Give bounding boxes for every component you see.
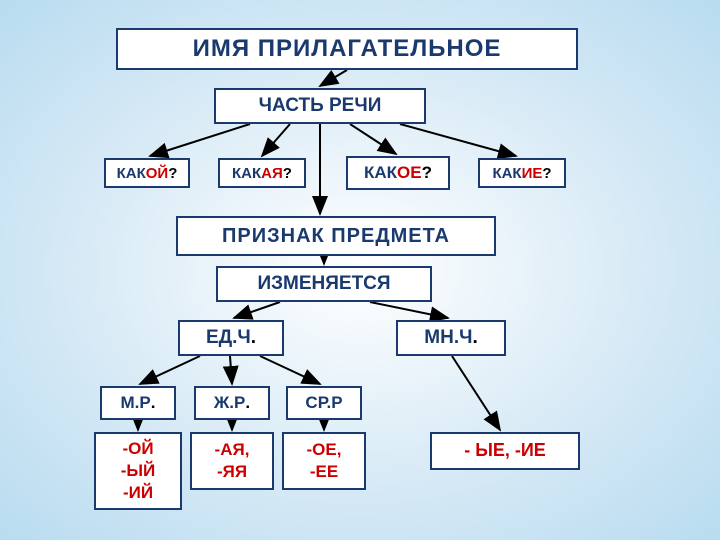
e1-l2: -ИЙ [123,482,153,504]
title-text: ИМЯ ПРИЛАГАТЕЛЬНОЕ [193,35,502,63]
node-title: ИМЯ ПРИЛАГАТЕЛЬНОЕ [116,28,578,70]
sing-dot: . [251,327,256,349]
e4-l0: - ЫЕ, -ИЕ [464,439,546,462]
zr-main: Ж.Р [214,393,245,413]
q2-prefix: КАК [232,165,261,182]
node-e4: - ЫЕ, -ИЕ [430,432,580,470]
e3-l0: -ОЕ, [307,439,342,461]
node-sign: ПРИЗНАК ПРЕДМЕТА [176,216,496,256]
node-e2: -АЯ, -ЯЯ [190,432,274,490]
node-q4: КАКИЕ? [478,158,566,188]
node-q2: КАКАЯ? [218,158,306,188]
node-q1: КАКОЙ? [104,158,190,188]
sr-main: СР.Р [305,393,342,413]
node-part: ЧАСТЬ РЕЧИ [214,88,426,124]
e1-l1: -ЫЙ [121,460,156,482]
q4-suffix: ? [542,165,551,182]
e1-l0: -ОЙ [122,438,153,460]
q3-prefix: КАК [364,163,397,183]
part-text: ЧАСТЬ РЕЧИ [259,95,382,117]
zr-dot: . [245,393,250,413]
e2-l0: -АЯ, [215,439,250,461]
q3-suffix: ? [422,163,432,183]
node-e1: -ОЙ -ЫЙ -ИЙ [94,432,182,510]
q2-accent: АЯ [261,165,283,182]
node-sr: СР.Р [286,386,362,420]
q3-accent: ОЕ [397,163,422,183]
node-plur: МН.Ч. [396,320,506,356]
node-q3: КАКОЕ? [346,156,450,190]
node-change: ИЗМЕНЯЕТСЯ [216,266,432,302]
mr-dot: . [151,393,156,413]
plur-dot: . [472,327,477,349]
q4-prefix: КАК [492,165,521,182]
node-sing: ЕД.Ч. [178,320,284,356]
q1-prefix: КАК [117,165,146,182]
q1-accent: ОЙ [146,165,168,182]
q4-accent: ИЕ [522,165,543,182]
e2-l1: -ЯЯ [217,461,247,483]
q1-suffix: ? [168,165,177,182]
change-text: ИЗМЕНЯЕТСЯ [257,273,390,295]
node-zr: Ж.Р. [194,386,270,420]
sing-main: ЕД.Ч [206,327,251,349]
node-e3: -ОЕ, -ЕЕ [282,432,366,490]
node-mr: М.Р. [100,386,176,420]
q2-suffix: ? [283,165,292,182]
e3-l1: -ЕЕ [310,461,338,483]
plur-main: МН.Ч [424,327,472,349]
sign-text: ПРИЗНАК ПРЕДМЕТА [222,225,450,248]
mr-main: М.Р [121,393,151,413]
